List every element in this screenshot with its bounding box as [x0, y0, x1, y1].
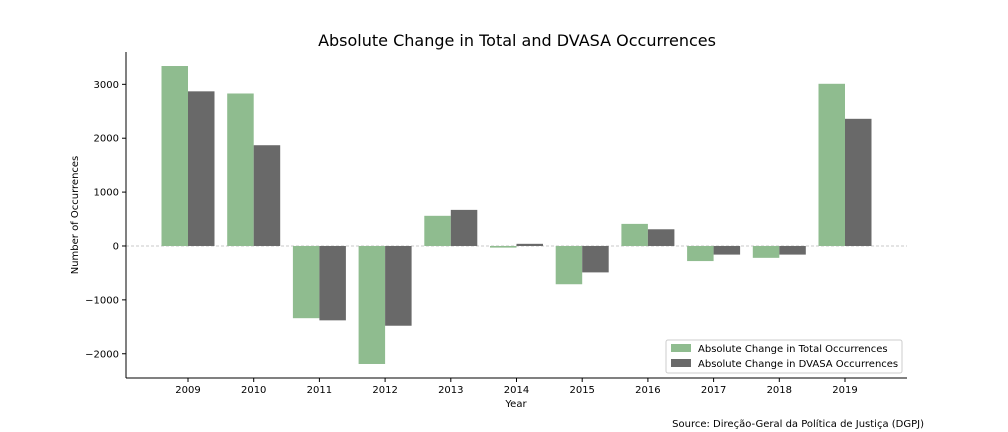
source-note: Source: Direção-Geral da Política de Jus…: [672, 418, 924, 430]
bar-dvasa-2010: [253, 145, 281, 246]
bar-dvasa-2016: [647, 229, 675, 246]
x-axis-label: Year: [504, 399, 527, 410]
bar-total-2019: [818, 83, 845, 246]
bar-dvasa-2017: [713, 245, 741, 255]
legend: Absolute Change in Total Occurrences Abs…: [665, 339, 903, 374]
bar-total-2015: [555, 245, 583, 285]
legend-frame: [665, 339, 903, 374]
bar-total-2018: [752, 245, 780, 258]
y-tick-label: 2000: [94, 134, 119, 145]
chart-title: Absolute Change in Total and DVASA Occur…: [318, 31, 716, 50]
legend-label-total: Absolute Change in Total Occurrences: [698, 344, 888, 355]
y-tick-label: 3000: [94, 80, 119, 91]
x-tick-label: 2018: [767, 385, 792, 396]
bar-dvasa-2009: [188, 91, 215, 246]
x-tick-label: 2013: [438, 385, 463, 396]
bar-dvasa-2013: [450, 209, 478, 246]
x-tick-label: 2014: [504, 385, 529, 396]
legend-swatch-dvasa: [671, 359, 691, 367]
x-tick-label: 2010: [241, 385, 266, 396]
x-tick-label: 2017: [701, 385, 726, 396]
bar-total-2009: [161, 66, 188, 246]
y-axis-label: Number of Occurrences: [70, 156, 81, 275]
bar-total-2017: [687, 245, 714, 262]
bar-total-2014: [490, 245, 517, 248]
bar-total-2012: [358, 245, 386, 364]
x-tick-label: 2012: [372, 385, 397, 396]
legend-label-dvasa: Absolute Change in DVASA Occurrences: [698, 359, 898, 370]
x-tick-label: 2009: [175, 385, 200, 396]
y-tick-label: 0: [113, 241, 119, 252]
y-tick-label: −1000: [85, 295, 119, 306]
bar-dvasa-2019: [845, 118, 872, 246]
x-tick-label: 2019: [832, 385, 857, 396]
bar-dvasa-2015: [582, 245, 609, 273]
x-tick-label: 2015: [569, 385, 594, 396]
bar-total-2016: [621, 223, 648, 246]
bar-dvasa-2014: [516, 243, 543, 246]
bar-total-2010: [227, 93, 254, 246]
legend-swatch-total: [671, 344, 691, 352]
bar-dvasa-2012: [385, 245, 412, 326]
x-tick-label: 2011: [307, 385, 332, 396]
bar-total-2011: [292, 245, 320, 319]
y-tick-label: −2000: [85, 349, 119, 360]
bar-dvasa-2011: [319, 245, 346, 321]
bar-total-2013: [424, 215, 451, 246]
x-tick-label: 2016: [635, 385, 660, 396]
bar-dvasa-2018: [779, 245, 806, 255]
y-tick-label: 1000: [94, 188, 119, 199]
